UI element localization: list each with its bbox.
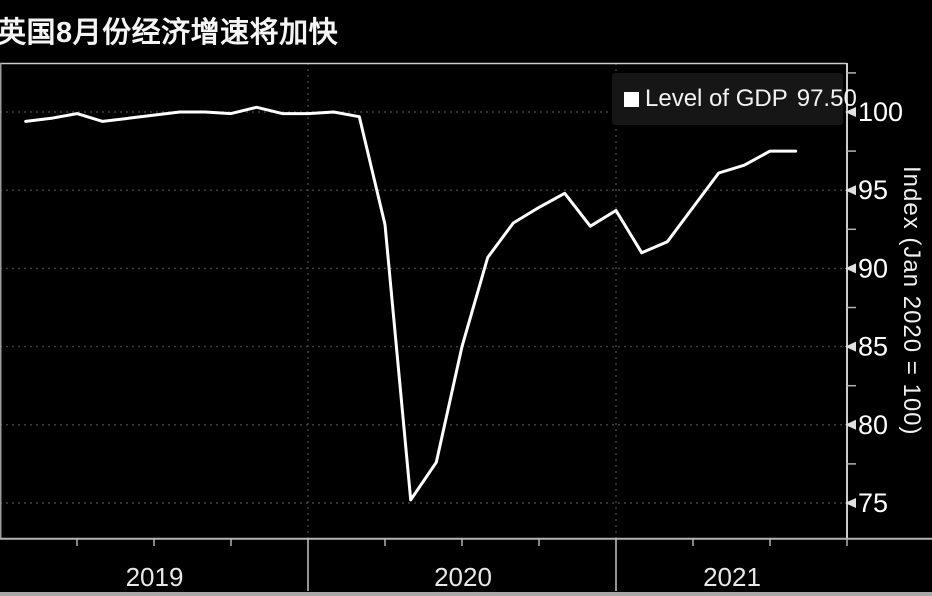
y-tick-label: 85	[858, 332, 888, 362]
y-tick-label: 95	[858, 175, 888, 205]
y-major-tick-arrow-icon	[845, 419, 856, 430]
legend-series-label: Level of GDP	[645, 85, 788, 112]
y-major-tick-arrow-icon	[845, 341, 856, 352]
legend-last-value: 97.50	[796, 85, 857, 112]
x-axis-year-label-2021: 2021	[703, 562, 761, 592]
y-tick-label: 100	[858, 97, 903, 127]
y-major-tick-arrow-icon	[845, 185, 856, 196]
y-major-tick-arrow-icon	[845, 498, 856, 508]
legend: Level of GDP 97.50	[612, 73, 857, 125]
page-title: 英国8月份经济增速将加快	[0, 17, 339, 49]
y-tick-label: 80	[858, 410, 888, 440]
x-axis-year-label-2020: 2020	[434, 562, 492, 592]
y-tick-label: 90	[858, 253, 888, 283]
legend-square-marker-icon	[624, 91, 639, 107]
y-axis-title: Index (Jan 2020 = 100)	[898, 165, 925, 436]
y-major-tick-arrow-icon	[845, 263, 856, 274]
y-major-tick-arrow-icon	[845, 107, 856, 117]
y-tick-label: 75	[858, 488, 888, 518]
gdp-level-line	[24, 105, 798, 502]
x-axis-year-label-2019: 2019	[125, 562, 184, 592]
bottom-edge-bar	[0, 592, 932, 596]
